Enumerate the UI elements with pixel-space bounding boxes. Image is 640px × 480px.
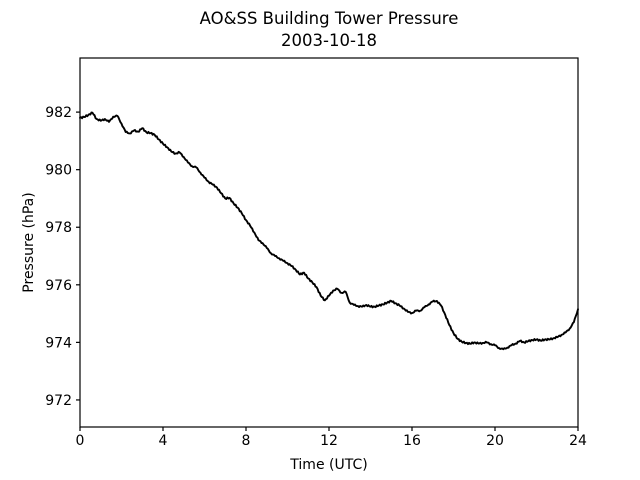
- chart-title: AO&SS Building Tower Pressure: [200, 9, 459, 28]
- x-tick-label: 0: [76, 433, 85, 449]
- x-axis-label: Time (UTC): [289, 457, 367, 473]
- y-axis-label: Pressure (hPa): [21, 192, 37, 292]
- y-tick-label: 982: [45, 105, 72, 121]
- y-tick-label: 974: [45, 335, 72, 351]
- x-tick-label: 4: [159, 433, 168, 449]
- pressure-series-line: [79, 111, 579, 351]
- y-axis-ticks: 972 974 976 978 980 982: [45, 105, 80, 409]
- x-axis-ticks: 0 4 8 12 16 20 24: [76, 427, 587, 449]
- x-tick-label: 12: [320, 433, 338, 449]
- y-tick-label: 972: [45, 393, 72, 409]
- x-tick-label: 16: [403, 433, 421, 449]
- x-tick-label: 8: [242, 433, 251, 449]
- plot-area-border: [79, 57, 579, 428]
- x-tick-label: 24: [569, 433, 587, 449]
- y-tick-label: 978: [45, 220, 72, 236]
- chart-subtitle: 2003-10-18: [281, 31, 377, 50]
- x-tick-label: 20: [486, 433, 504, 449]
- series-group: [79, 111, 579, 351]
- y-tick-label: 980: [45, 163, 72, 179]
- y-tick-label: 976: [45, 278, 72, 294]
